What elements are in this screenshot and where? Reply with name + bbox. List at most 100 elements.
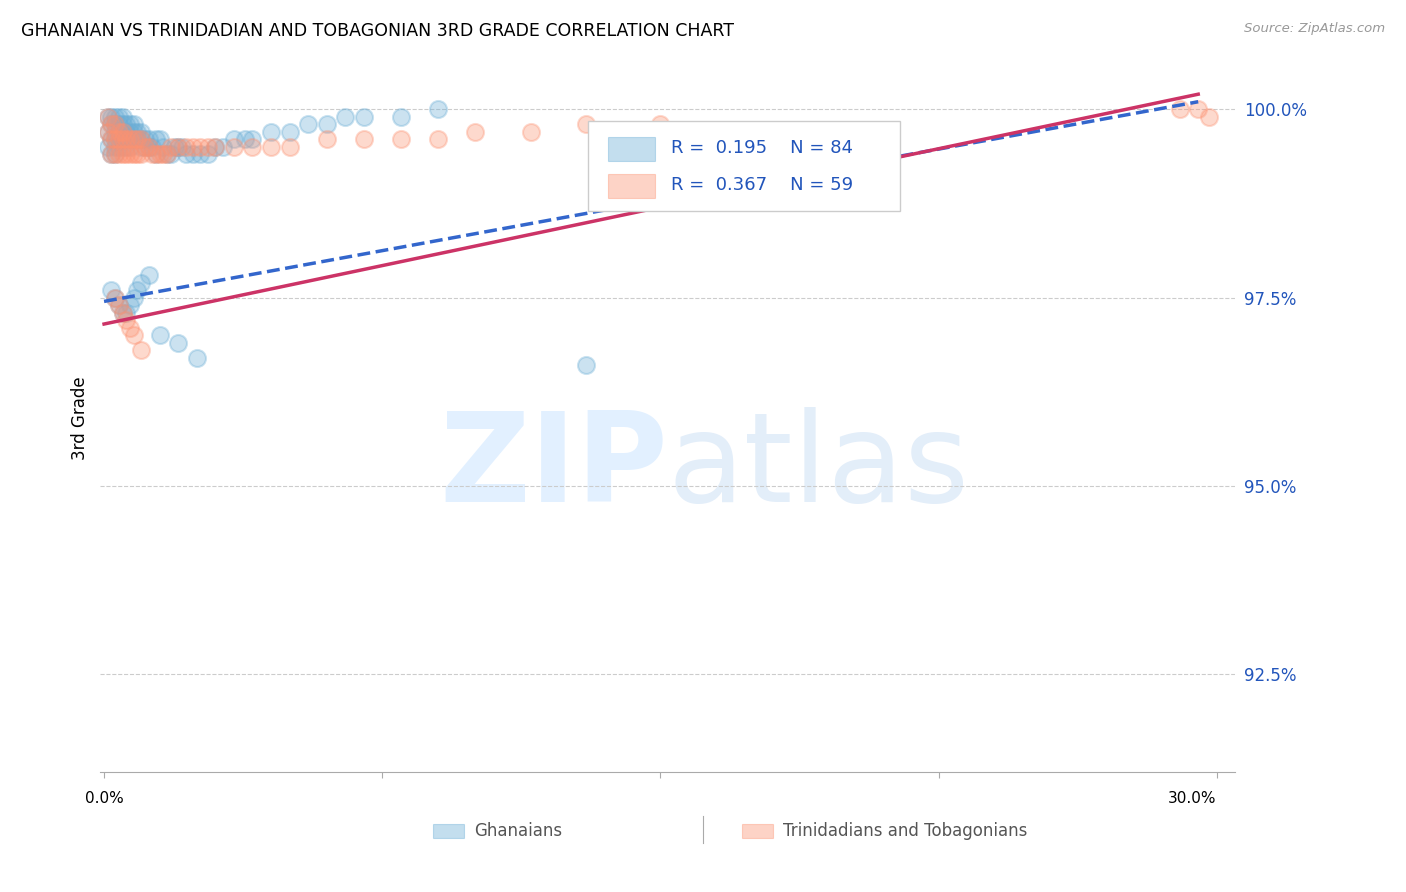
Point	[242, 132, 264, 146]
Point	[104, 291, 127, 305]
Point	[426, 103, 449, 117]
Text: ZIP: ZIP	[439, 408, 668, 528]
Point	[129, 276, 152, 290]
Point	[122, 132, 145, 146]
Point	[111, 117, 134, 131]
Point	[464, 125, 486, 139]
Y-axis label: 3rd Grade: 3rd Grade	[72, 376, 89, 460]
Point	[104, 147, 127, 161]
Text: atlas: atlas	[668, 408, 970, 528]
Point	[575, 359, 598, 373]
Point	[145, 147, 167, 161]
Point	[181, 140, 204, 154]
Point	[108, 298, 131, 312]
Text: R =  0.195    N = 84: R = 0.195 N = 84	[671, 139, 853, 157]
Point	[108, 132, 131, 146]
Point	[149, 328, 172, 343]
Point	[122, 147, 145, 161]
Text: 30.0%: 30.0%	[1168, 791, 1216, 806]
Point	[122, 328, 145, 343]
Point	[104, 117, 127, 131]
Point	[163, 140, 186, 154]
Point	[278, 140, 301, 154]
Point	[1187, 103, 1209, 117]
Point	[108, 125, 131, 139]
Point	[115, 132, 138, 146]
Point	[134, 140, 156, 154]
Point	[108, 125, 131, 139]
Point	[141, 147, 163, 161]
Point	[115, 140, 138, 154]
Point	[118, 125, 141, 139]
Point	[127, 147, 149, 161]
Point	[104, 132, 127, 146]
Point	[156, 147, 179, 161]
Point	[118, 132, 141, 146]
Point	[108, 140, 131, 154]
Point	[315, 132, 337, 146]
Point	[138, 140, 160, 154]
Point	[122, 125, 145, 139]
Point	[115, 125, 138, 139]
Point	[389, 110, 412, 124]
Point	[127, 132, 149, 146]
Point	[108, 117, 131, 131]
Point	[297, 117, 319, 131]
Point	[111, 132, 134, 146]
Point	[104, 110, 127, 124]
Point	[104, 132, 127, 146]
Point	[222, 140, 245, 154]
Point	[100, 147, 122, 161]
Point	[353, 110, 375, 124]
Point	[145, 132, 167, 146]
Point	[108, 132, 131, 146]
Point	[242, 140, 264, 154]
Point	[129, 140, 152, 154]
Point	[149, 147, 172, 161]
Point	[108, 147, 131, 161]
Point	[118, 320, 141, 334]
Point	[138, 132, 160, 146]
Point	[197, 140, 219, 154]
Point	[111, 125, 134, 139]
Point	[156, 147, 179, 161]
Point	[100, 132, 122, 146]
Point	[174, 147, 197, 161]
Point	[197, 147, 219, 161]
Point	[186, 351, 208, 365]
Point	[519, 125, 541, 139]
Point	[129, 343, 152, 358]
Point	[260, 125, 283, 139]
Point	[190, 147, 212, 161]
Point	[1168, 103, 1191, 117]
Point	[108, 298, 131, 312]
Point	[138, 268, 160, 282]
Text: Ghanaians: Ghanaians	[474, 822, 562, 840]
Point	[575, 117, 598, 131]
Point	[115, 132, 138, 146]
Point	[122, 291, 145, 305]
Point	[118, 140, 141, 154]
Point	[1198, 110, 1220, 124]
Point	[181, 147, 204, 161]
Point	[353, 132, 375, 146]
Point	[315, 117, 337, 131]
Point	[118, 117, 141, 131]
Point	[152, 140, 174, 154]
Point	[97, 125, 120, 139]
Point	[111, 306, 134, 320]
Point	[145, 147, 167, 161]
Point	[204, 140, 226, 154]
Point	[111, 147, 134, 161]
Point	[118, 298, 141, 312]
Point	[141, 140, 163, 154]
Text: Trinidadians and Tobagonians: Trinidadians and Tobagonians	[783, 822, 1028, 840]
Point	[100, 283, 122, 297]
Point	[118, 132, 141, 146]
Point	[104, 117, 127, 131]
Text: R =  0.367    N = 59: R = 0.367 N = 59	[671, 177, 853, 194]
Point	[134, 140, 156, 154]
Point	[389, 132, 412, 146]
Point	[115, 147, 138, 161]
Point	[111, 140, 134, 154]
